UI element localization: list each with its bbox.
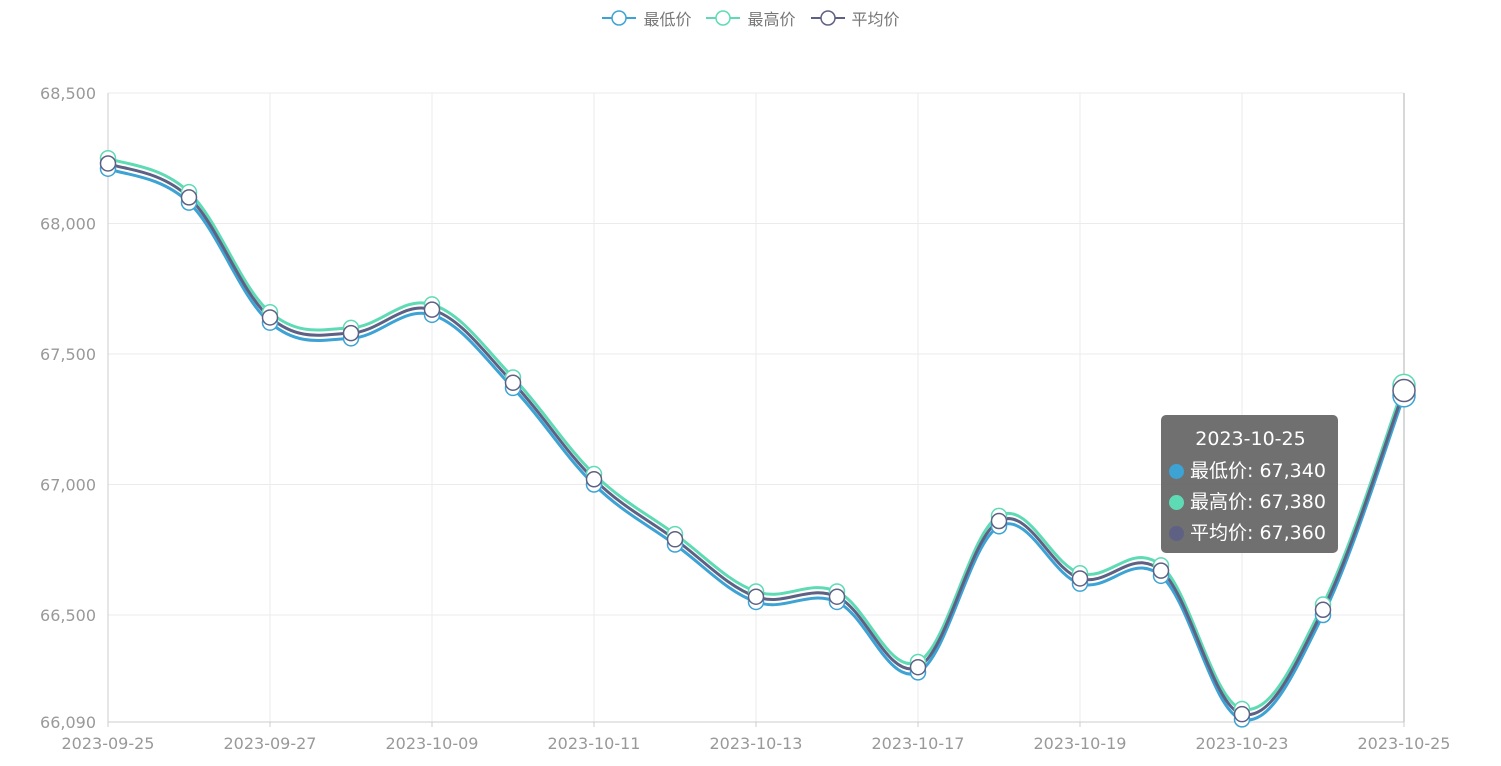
tooltip-row-lowest: 最低价: 67,340 [1169,456,1332,487]
data-point-average [504,374,522,391]
tooltip-series-value: 67,340 [1259,460,1326,482]
x-tick-label: 2023-10-19 [1034,734,1127,753]
data-point-average [747,588,765,605]
tooltip-series-label: 最高价 [1190,491,1248,513]
tooltip-series-label: 最低价 [1190,460,1248,482]
legend-item-lowest-price[interactable]: 最低价 [601,6,691,30]
tooltip-series-value: 67,380 [1259,491,1326,513]
x-tick-label: 2023-09-25 [62,734,155,753]
x-tick-label: 2023-10-11 [548,734,641,753]
legend-line-circle-icon [602,10,637,26]
data-point-average [342,324,360,342]
x-axis-tick-labels: 2023-09-25 2023-09-27 2023-10-09 2023-10-11… [62,734,1451,753]
y-tick-label: 67,000 [40,475,96,494]
legend-item-highest-price[interactable]: 最高价 [705,6,796,30]
x-tick-label: 2023-10-25 [1358,734,1451,753]
data-point-average [666,531,684,548]
series-color-dot [1169,526,1184,541]
legend-line-circle-icon [810,10,845,26]
y-tick-label: 67,500 [40,345,96,364]
legend-line-circle-icon [706,10,741,26]
data-point-average [828,588,846,605]
legend-item-average-price[interactable]: 平均价 [810,6,900,30]
data-point-average [1071,570,1089,587]
chart-legend: 最低价 最高价 平均价 [0,6,1501,30]
tooltip-row-highest: 最高价: 67,380 [1169,487,1332,518]
series-points [99,149,1416,728]
data-point-average [990,512,1008,530]
data-point-average [1152,562,1170,579]
data-point-average [1233,705,1251,723]
y-tick-label: 68,000 [40,214,96,233]
data-point-average [1314,601,1332,619]
legend-label: 最高价 [747,10,796,29]
y-axis-tick-labels: 66,090 66,500 67,000 67,500 68,000 68,500 [40,84,96,732]
tooltip-date: 2023-10-25 [1195,428,1306,450]
chart-tooltip: 2023-10-25 最低价: 67,340 最高价: 67,380 平均价: … [1161,415,1338,553]
tooltip-row-average: 平均价: 67,360 [1169,518,1332,549]
tooltip-series-label: 平均价 [1190,522,1248,544]
data-point-average [909,658,927,676]
series-line-highest [106,156,1406,712]
legend-label: 最低价 [643,10,692,29]
data-point-average [99,155,117,172]
x-tick-label: 2023-09-27 [224,734,317,753]
x-tick-label: 2023-10-17 [872,734,965,753]
data-point-average [261,309,279,326]
data-point-average [1392,378,1416,403]
x-tick-label: 2023-10-23 [1196,734,1289,753]
data-point-average [585,471,603,488]
y-tick-label: 66,090 [40,713,96,732]
y-tick-label: 66,500 [40,606,96,625]
series-line-average [106,161,1406,717]
series-color-dot [1169,464,1184,479]
data-point-average [423,301,441,318]
tooltip-series-value: 67,360 [1259,522,1326,544]
x-tick-label: 2023-10-13 [710,734,803,753]
y-tick-label: 68,500 [40,84,96,103]
series-lines [106,156,1406,722]
data-point-average [180,189,198,206]
series-color-dot [1169,495,1184,510]
legend-label: 平均价 [851,10,900,29]
grid-lines [107,92,1405,723]
x-tick-label: 2023-10-09 [386,734,479,753]
series-line-lowest [106,167,1406,722]
